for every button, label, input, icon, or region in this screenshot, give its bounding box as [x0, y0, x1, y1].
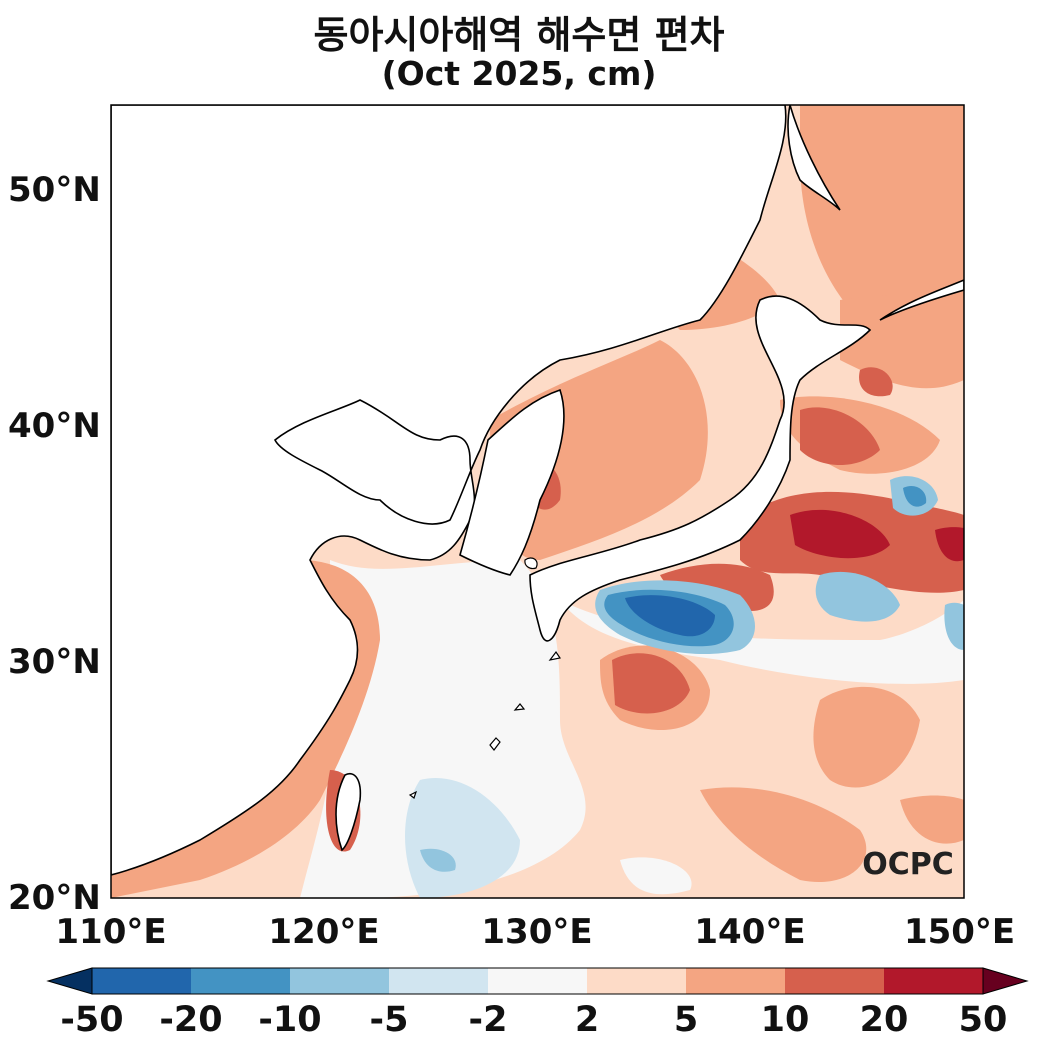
korean-peninsula [459, 388, 565, 576]
kuroshio-strong-positive [790, 509, 890, 559]
kamchatka-coast [879, 279, 964, 321]
map-field: OCPC [111, 105, 964, 898]
negative-eddy-east [815, 571, 900, 622]
sakhalin [787, 105, 841, 211]
japan-islands [529, 295, 872, 642]
strong-positive-patch-south [612, 653, 690, 714]
okhotsk-positive [800, 105, 964, 320]
lat-label-30n: 30°N [8, 642, 101, 682]
kuroshio-strong-positive-east [935, 527, 964, 562]
cbar-segment [785, 968, 884, 994]
colorbar [46, 967, 1029, 995]
map-subtitle: (Oct 2025, cm) [381, 54, 657, 93]
lat-label-20n: 20°N [8, 878, 101, 918]
kuril-strong-positive [859, 367, 893, 397]
cbar-tick-7: 10 [760, 1000, 810, 1040]
cbar-tick-1: -20 [159, 1000, 223, 1040]
cbar-extend-low [46, 967, 93, 995]
cbar-tick-8: 20 [859, 1000, 909, 1040]
lon-label-150e: 150°E [903, 912, 1016, 952]
lon-label-120e: 120°E [268, 912, 380, 952]
near-zero-patch [620, 857, 692, 895]
cbar-segment [191, 968, 290, 994]
positive-patch-edge [900, 795, 964, 844]
cbar-tick-6: 5 [673, 1000, 699, 1040]
taiwan [335, 773, 362, 852]
cbar-segment [290, 968, 389, 994]
asia-mainland [111, 105, 787, 876]
cbar-tick-2: -10 [258, 1000, 322, 1040]
cbar-segment [488, 968, 587, 994]
cbar-tick-4: -2 [468, 1000, 508, 1040]
ryukyu-islands [408, 650, 561, 799]
map-frame [110, 104, 965, 899]
cbar-segment [587, 968, 686, 994]
lon-label-110e: 110°E [55, 912, 167, 952]
cbar-tick-9: 50 [958, 1000, 1008, 1040]
map-title: 동아시아해역 해수면 편차 [313, 13, 725, 57]
cbar-tick-5: 2 [574, 1000, 600, 1040]
jeju-island [524, 557, 538, 570]
lat-label-50n: 50°N [8, 170, 101, 210]
near-zero-band [560, 600, 964, 684]
northeast-strong-positive [800, 407, 880, 465]
cbar-segment [92, 968, 191, 994]
negative-eddy-core [625, 595, 715, 637]
lon-label-140e: 140°E [694, 912, 806, 952]
cbar-segment [686, 968, 785, 994]
negative-eddy-south [420, 848, 456, 872]
positive-patch-east [813, 686, 920, 788]
lat-label-40n: 40°N [8, 406, 101, 446]
cbar-tick-3: -5 [369, 1000, 409, 1040]
cbar-extend-high [982, 967, 1029, 995]
negative-eddy-northeast-core [903, 485, 927, 507]
negative-eddy-edge [944, 602, 964, 650]
positive-patch-southeast [700, 787, 867, 882]
cbar-outline [91, 967, 984, 995]
cbar-segment [389, 968, 488, 994]
lon-label-130e: 130°E [481, 912, 593, 952]
kuril-positive [840, 295, 964, 389]
cbar-segment [884, 968, 983, 994]
ocpc-watermark: OCPC [862, 847, 954, 882]
cbar-tick-0: -50 [60, 1000, 124, 1040]
